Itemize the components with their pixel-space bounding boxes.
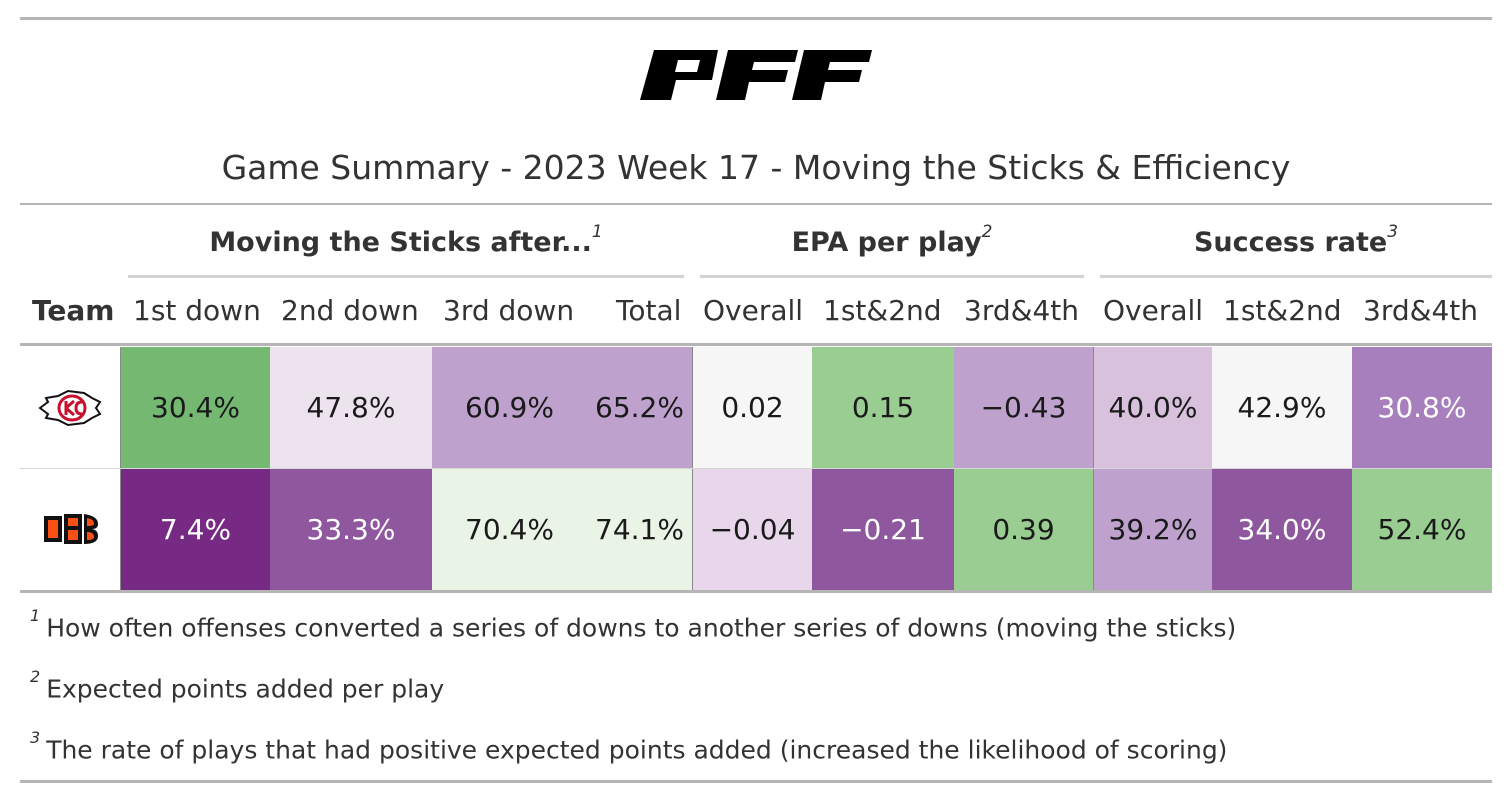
pff-wordmark-icon bbox=[640, 50, 872, 100]
column-header-sr-overall: Overall bbox=[1103, 294, 1204, 327]
spanner-label: Moving the Sticks after... bbox=[209, 227, 592, 258]
cell-mts-total: 65.2% bbox=[587, 347, 692, 468]
cell-mts-3rd-down: 70.4% bbox=[432, 469, 587, 590]
row-divider bbox=[20, 468, 1492, 469]
cell-epa-overall: −0.04 bbox=[693, 469, 812, 590]
footnote-text: Expected points added per play bbox=[46, 674, 445, 704]
footnote-mark: 3 bbox=[1387, 222, 1399, 242]
footnote-mark: 2 bbox=[30, 667, 41, 686]
column-header-epa-overall: Overall bbox=[703, 294, 804, 327]
cell-sr-1st-2nd: 42.9% bbox=[1212, 347, 1352, 468]
cell-sr-3rd-4th: 30.8% bbox=[1352, 347, 1492, 468]
cell-epa-3rd-4th: 0.39 bbox=[954, 469, 1093, 590]
column-header-mts-1st-down: 1st down bbox=[133, 294, 261, 327]
footnote-1: 1 How often offenses converted a series o… bbox=[30, 606, 1237, 643]
footnote-mark: 2 bbox=[981, 222, 993, 242]
spanner-line bbox=[700, 275, 1084, 278]
footnote-3: 3 The rate of plays that had positive exp… bbox=[30, 728, 1228, 765]
column-header-sr-1st-2nd: 1st&2nd bbox=[1223, 294, 1342, 327]
column-header-mts-3rd-down: 3rd down bbox=[443, 294, 575, 327]
spanner-success-rate: Success rate3 bbox=[1100, 222, 1492, 258]
cell-mts-total: 74.1% bbox=[587, 469, 692, 590]
spanner-label: Success rate bbox=[1193, 227, 1388, 258]
spanner-epa-per-play: EPA per play2 bbox=[700, 222, 1084, 258]
cell-mts-3rd-down: 60.9% bbox=[432, 347, 587, 468]
cell-sr-overall: 39.2% bbox=[1094, 469, 1212, 590]
column-header-team: Team bbox=[32, 294, 115, 327]
footnote-2: 2 Expected points added per play bbox=[30, 667, 445, 704]
table-title: Game Summary - 2023 Week 17 - Moving the… bbox=[221, 148, 1291, 187]
cell-mts-2nd-down: 33.3% bbox=[270, 469, 432, 590]
header-rule bbox=[20, 343, 1492, 346]
cell-epa-overall: 0.02 bbox=[693, 347, 812, 468]
cell-sr-3rd-4th: 52.4% bbox=[1352, 469, 1492, 590]
footnote-mark: 1 bbox=[30, 606, 41, 625]
footnote-text: How often offenses converted a series of… bbox=[46, 613, 1237, 643]
cincinnati-bengals-logo-icon bbox=[44, 513, 98, 544]
footnote-mark: 3 bbox=[30, 728, 41, 747]
footnote-text: The rate of plays that had positive expe… bbox=[46, 735, 1228, 765]
top-rule bbox=[20, 17, 1492, 20]
cell-epa-1st-2nd: 0.15 bbox=[812, 347, 954, 468]
spanner-line bbox=[1100, 275, 1492, 278]
cell-mts-1st-down: 30.4% bbox=[121, 347, 270, 468]
cell-mts-1st-down: 7.4% bbox=[121, 469, 270, 590]
team-logo-cell bbox=[20, 347, 120, 468]
column-header-mts-total: Total bbox=[616, 294, 682, 327]
column-header-sr-3rd-4th: 3rd&4th bbox=[1363, 294, 1478, 327]
footnote-mark: 1 bbox=[591, 222, 603, 242]
cell-sr-overall: 40.0% bbox=[1094, 347, 1212, 468]
spanner-moving-the-sticks: Moving the Sticks after...1 bbox=[128, 222, 684, 258]
team-logo-cell bbox=[20, 468, 120, 589]
column-header-epa-3rd-4th: 3rd&4th bbox=[964, 294, 1079, 327]
title-rule bbox=[20, 203, 1492, 205]
body-rule bbox=[20, 590, 1492, 593]
spanner-line bbox=[128, 275, 684, 278]
cell-epa-3rd-4th: −0.43 bbox=[954, 347, 1093, 468]
cell-sr-1st-2nd: 34.0% bbox=[1212, 469, 1352, 590]
cell-epa-1st-2nd: −0.21 bbox=[812, 469, 954, 590]
kansas-city-chiefs-logo-icon bbox=[38, 389, 102, 426]
spanner-label: EPA per play bbox=[791, 227, 982, 258]
cell-mts-2nd-down: 47.8% bbox=[270, 347, 432, 468]
column-header-mts-2nd-down: 2nd down bbox=[281, 294, 419, 327]
column-header-epa-1st-2nd: 1st&2nd bbox=[823, 294, 942, 327]
bottom-rule bbox=[20, 780, 1492, 783]
